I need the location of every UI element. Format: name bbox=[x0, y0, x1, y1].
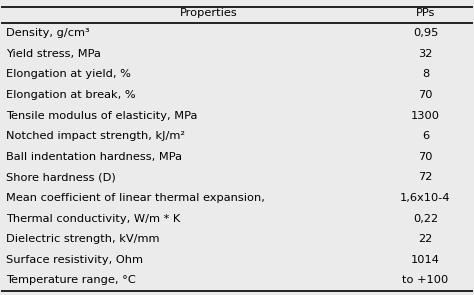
Text: Dielectric strength, kV/mm: Dielectric strength, kV/mm bbox=[6, 234, 160, 244]
Text: Elongation at yield, %: Elongation at yield, % bbox=[6, 69, 131, 79]
Text: Properties: Properties bbox=[180, 8, 237, 18]
Text: 0,95: 0,95 bbox=[413, 28, 438, 38]
Text: 70: 70 bbox=[418, 90, 433, 100]
Text: 1,6x10-4: 1,6x10-4 bbox=[400, 193, 451, 203]
Text: Ball indentation hardness, MPa: Ball indentation hardness, MPa bbox=[6, 152, 182, 162]
Text: Surface resistivity, Ohm: Surface resistivity, Ohm bbox=[6, 255, 143, 265]
Text: Elongation at break, %: Elongation at break, % bbox=[6, 90, 136, 100]
Text: 0,22: 0,22 bbox=[413, 214, 438, 224]
Text: PPs: PPs bbox=[416, 8, 435, 18]
Text: Shore hardness (D): Shore hardness (D) bbox=[6, 172, 116, 182]
Text: Tensile modulus of elasticity, MPa: Tensile modulus of elasticity, MPa bbox=[6, 111, 198, 121]
Text: 70: 70 bbox=[418, 152, 433, 162]
Text: 72: 72 bbox=[418, 172, 433, 182]
Text: Density, g/cm³: Density, g/cm³ bbox=[6, 28, 90, 38]
Text: Thermal conductivity, W/m * K: Thermal conductivity, W/m * K bbox=[6, 214, 180, 224]
Text: 1014: 1014 bbox=[411, 255, 440, 265]
Text: 8: 8 bbox=[422, 69, 429, 79]
Text: Notched impact strength, kJ/m²: Notched impact strength, kJ/m² bbox=[6, 131, 185, 141]
Text: 22: 22 bbox=[419, 234, 433, 244]
Text: Yield stress, MPa: Yield stress, MPa bbox=[6, 49, 101, 59]
Text: 6: 6 bbox=[422, 131, 429, 141]
Text: Mean coefficient of linear thermal expansion,: Mean coefficient of linear thermal expan… bbox=[6, 193, 265, 203]
Text: to +100: to +100 bbox=[402, 276, 448, 285]
Text: 32: 32 bbox=[418, 49, 433, 59]
Text: 1300: 1300 bbox=[411, 111, 440, 121]
Text: Temperature range, °C: Temperature range, °C bbox=[6, 276, 136, 285]
